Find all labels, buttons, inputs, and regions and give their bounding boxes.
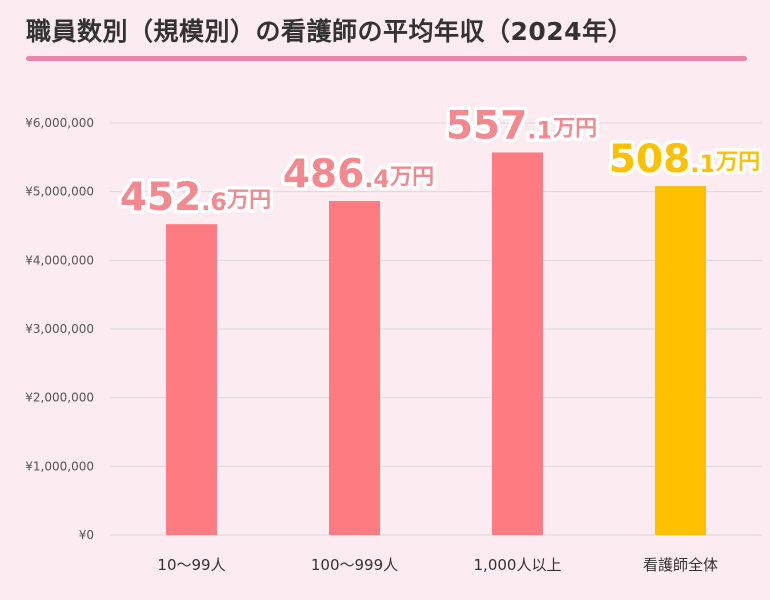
bars [166, 152, 706, 535]
y-tick-label: ¥4,000,000 [25, 253, 94, 267]
y-tick-label: ¥0 [79, 528, 94, 542]
data-label-integer: 508 [609, 137, 690, 182]
data-label: 508.1万円 [609, 137, 760, 182]
y-tick-label: ¥2,000,000 [25, 391, 94, 405]
data-label-decimal: .1 [690, 150, 716, 178]
y-axis-ticks: ¥0 ¥1,000,000 ¥2,000,000 ¥3,000,000 ¥4,000,0… [25, 116, 94, 542]
data-label-decimal: .1 [527, 116, 553, 144]
data-label-integer: 486 [283, 152, 364, 197]
x-category-label: 看護師全体 [643, 556, 718, 574]
data-label-integer: 557 [446, 103, 527, 148]
data-label: 452.6万円 [120, 175, 271, 220]
bar [329, 201, 380, 535]
bar [166, 224, 217, 535]
y-tick-label: ¥5,000,000 [25, 185, 94, 199]
x-category-label: 10〜99人 [157, 556, 225, 574]
gridlines [110, 122, 762, 536]
bar [492, 152, 543, 535]
data-label-decimal: .4 [364, 165, 390, 193]
x-category-label: 100〜999人 [311, 556, 398, 574]
data-label-unit: 万円 [226, 188, 271, 213]
y-tick-label: ¥3,000,000 [25, 322, 94, 336]
data-label: 557.1万円 [446, 103, 597, 148]
title-underline [26, 56, 747, 61]
y-tick-label: ¥6,000,000 [25, 116, 94, 130]
x-axis-categories: 10〜99人 100〜999人 1,000人以上 看護師全体 [157, 556, 718, 574]
data-label-unit: 万円 [715, 150, 760, 175]
data-label-unit: 万円 [552, 116, 597, 141]
data-label-integer: 452 [120, 175, 201, 220]
data-label: 486.4万円 [283, 152, 434, 197]
x-category-label: 1,000人以上 [474, 556, 562, 574]
data-label-unit: 万円 [389, 165, 434, 190]
data-label-decimal: .6 [201, 188, 227, 216]
chart-title: 職員数別（規模別）の看護師の平均年収（2024年） [26, 17, 634, 46]
bar [655, 186, 706, 535]
y-tick-label: ¥1,000,000 [25, 459, 94, 473]
